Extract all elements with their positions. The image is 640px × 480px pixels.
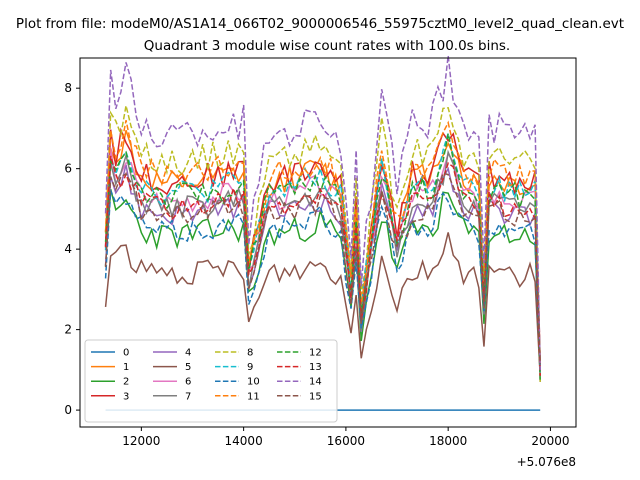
- x-offset-label: +5.076e8: [517, 455, 576, 469]
- x-tick-label: 14000: [225, 434, 263, 448]
- legend-label-5: 5: [185, 362, 191, 373]
- x-tick-label: 18000: [429, 434, 467, 448]
- series-line-7: [104, 149, 541, 364]
- series-line-12: [104, 133, 541, 382]
- y-tick-label: 8: [64, 81, 72, 95]
- y-tick-label: 6: [64, 162, 72, 176]
- axes-frame: [79, 57, 577, 428]
- legend-label-7: 7: [185, 391, 191, 402]
- x-tick-label: 12000: [122, 434, 160, 448]
- legend-label-12: 12: [309, 348, 322, 359]
- y-tick-label: 4: [64, 242, 72, 256]
- legend-box: [84, 339, 338, 423]
- legend-label-2: 2: [123, 377, 129, 388]
- legend-label-11: 11: [247, 391, 260, 402]
- legend-label-8: 8: [247, 348, 253, 359]
- y-tick-label: 2: [64, 323, 72, 337]
- series-line-13: [104, 155, 541, 376]
- series-line-2: [104, 188, 541, 370]
- legend-label-9: 9: [247, 362, 253, 373]
- legend-label-4: 4: [185, 348, 191, 359]
- series-layer: [104, 55, 541, 411]
- legend-label-13: 13: [309, 362, 322, 373]
- legend-label-10: 10: [247, 377, 260, 388]
- legend-label-1: 1: [123, 362, 129, 373]
- figure-suptitle: Plot from file: modeM0/AS1A14_066T02_900…: [16, 16, 624, 32]
- legend-label-14: 14: [309, 377, 322, 388]
- series-line-15: [104, 172, 541, 364]
- legend-label-0: 0: [123, 348, 129, 359]
- x-tick-label: 16000: [327, 434, 365, 448]
- y-tick-label: 0: [64, 403, 72, 417]
- chart-title: Quadrant 3 module wise count rates with …: [144, 38, 510, 54]
- series-line-5: [104, 232, 541, 376]
- legend-label-6: 6: [185, 377, 191, 388]
- series-line-11: [104, 120, 541, 364]
- series-line-3: [104, 127, 541, 364]
- series-line-14: [104, 55, 541, 370]
- y-ticks: 0 2 4 6 8: [64, 81, 80, 417]
- legend-label-3: 3: [123, 391, 129, 402]
- series-line-8: [104, 105, 541, 382]
- series-line-10: [104, 190, 541, 370]
- x-tick-label: 20000: [531, 434, 569, 448]
- x-ticks: 12000 14000 16000 18000 20000: [122, 427, 570, 448]
- series-line-9: [104, 130, 541, 376]
- legend-label-15: 15: [309, 391, 322, 402]
